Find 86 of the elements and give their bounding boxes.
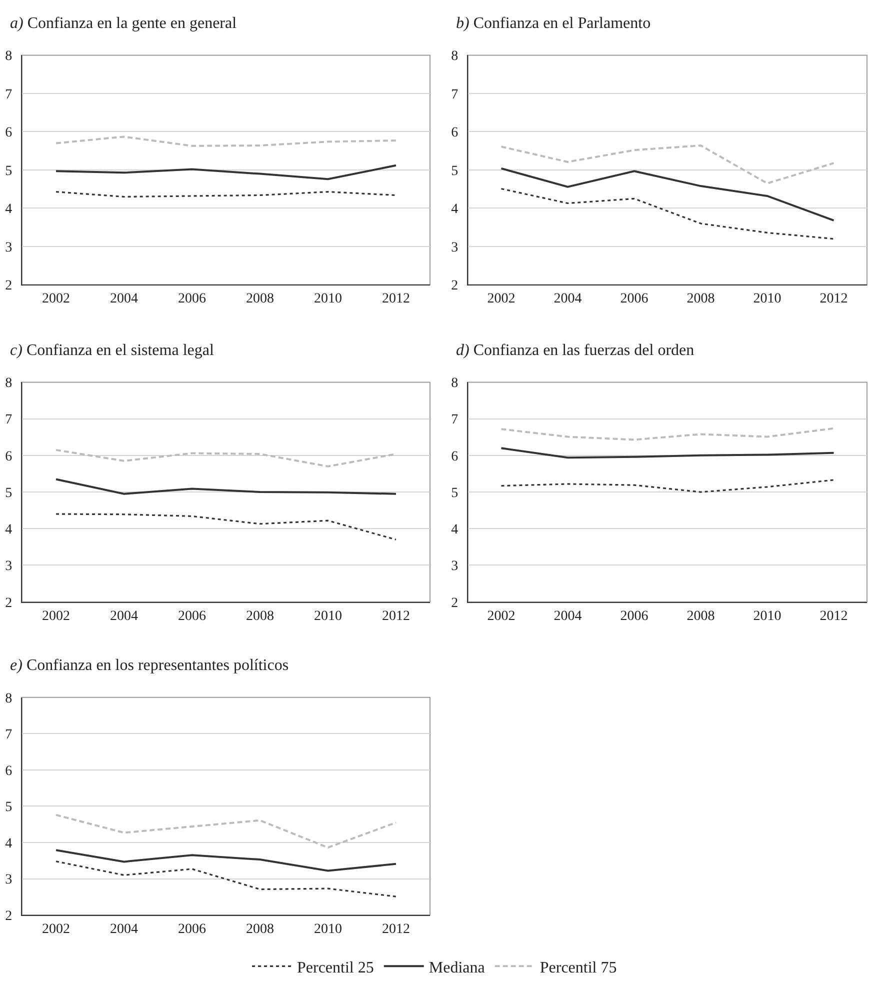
x-tick-label: 2004 bbox=[554, 292, 582, 307]
line-series bbox=[500, 427, 835, 441]
y-tick-label: 7 bbox=[5, 728, 12, 743]
y-tick-label: 4 bbox=[5, 836, 12, 852]
x-tick-label: 2004 bbox=[554, 608, 582, 624]
y-tick-label: 7 bbox=[5, 87, 12, 102]
y-tick-label: 5 bbox=[5, 486, 12, 501]
x-tick-label: 2006 bbox=[178, 292, 206, 307]
line-series bbox=[500, 479, 835, 493]
x-tick-label: 2004 bbox=[110, 292, 138, 307]
y-tick-label: 2 bbox=[451, 596, 458, 611]
x-tick-label: 2012 bbox=[382, 922, 410, 937]
y-tick-label: 6 bbox=[5, 126, 12, 141]
x-tick-label: 2010 bbox=[314, 608, 342, 624]
x-tick-label: 2004 bbox=[110, 608, 138, 624]
x-tick-label: 2006 bbox=[620, 292, 648, 307]
y-tick-label: 3 bbox=[5, 872, 12, 888]
line-series bbox=[500, 447, 835, 459]
y-tick-label: 3 bbox=[451, 559, 458, 574]
y-tick-label: 2 bbox=[5, 908, 12, 924]
x-tick-label: 2002 bbox=[487, 292, 516, 307]
chart-title: e) Confianza en los representantes políticos bbox=[10, 657, 289, 674]
y-tick-label: 7 bbox=[5, 412, 12, 428]
y-tick-label: 8 bbox=[5, 49, 12, 64]
x-tick-label: 2010 bbox=[753, 292, 782, 307]
x-tick-label: 2008 bbox=[246, 292, 274, 307]
x-tick-label: 2002 bbox=[42, 292, 70, 307]
x-tick-label: 2008 bbox=[246, 608, 274, 624]
y-tick-label: 2 bbox=[451, 278, 458, 294]
x-tick-label: 2002 bbox=[487, 608, 516, 624]
y-tick-label: 6 bbox=[5, 764, 12, 779]
y-tick-label: 5 bbox=[451, 486, 458, 501]
chart-title: c) Confianza en el sistema legal bbox=[10, 342, 214, 359]
x-tick-label: 2010 bbox=[314, 922, 342, 937]
y-tick-label: 4 bbox=[451, 522, 458, 538]
y-tick-label: 2 bbox=[5, 596, 12, 611]
line-series bbox=[55, 814, 397, 849]
y-tick-label: 8 bbox=[451, 49, 458, 64]
y-tick-label: 8 bbox=[451, 376, 458, 392]
chart-title: d) Confianza en las fuerzas del orden bbox=[456, 342, 694, 359]
x-tick-label: 2012 bbox=[382, 608, 410, 624]
y-tick-label: 6 bbox=[451, 126, 458, 141]
x-tick-label: 2006 bbox=[620, 608, 648, 624]
x-tick-label: 2004 bbox=[110, 922, 138, 937]
y-tick-label: 3 bbox=[5, 559, 12, 574]
x-tick-label: 2002 bbox=[42, 608, 70, 624]
y-tick-label: 8 bbox=[5, 376, 12, 392]
x-tick-label: 2012 bbox=[820, 292, 848, 307]
y-tick-label: 6 bbox=[5, 449, 12, 464]
y-tick-label: 8 bbox=[5, 691, 12, 706]
y-tick-label: 3 bbox=[451, 240, 458, 256]
line-series bbox=[55, 478, 397, 495]
y-tick-label: 5 bbox=[451, 164, 458, 179]
x-tick-label: 2010 bbox=[314, 292, 342, 307]
chart-title: a) Confianza en la gente en general bbox=[10, 15, 238, 32]
y-tick-label: 3 bbox=[5, 240, 12, 256]
y-tick-label: 6 bbox=[451, 449, 458, 464]
y-tick-label: 4 bbox=[5, 522, 12, 538]
x-tick-label: 2012 bbox=[820, 608, 848, 624]
x-tick-label: 2008 bbox=[246, 922, 274, 937]
line-series bbox=[55, 164, 397, 180]
x-tick-label: 2012 bbox=[382, 292, 410, 307]
line-series bbox=[500, 188, 835, 240]
x-tick-label: 2002 bbox=[42, 922, 70, 937]
y-tick-label: 7 bbox=[451, 412, 458, 428]
line-series bbox=[55, 513, 397, 540]
line-series bbox=[500, 167, 835, 222]
line-series bbox=[500, 144, 835, 184]
x-tick-label: 2006 bbox=[178, 922, 206, 937]
y-tick-label: 2 bbox=[5, 278, 12, 294]
legend-label: Percentil 75 bbox=[540, 959, 617, 976]
y-tick-label: 5 bbox=[5, 800, 12, 816]
legend-label: Percentil 25 bbox=[297, 959, 374, 976]
line-series bbox=[55, 860, 397, 898]
x-tick-label: 2008 bbox=[686, 292, 715, 307]
x-tick-label: 2010 bbox=[753, 608, 782, 624]
y-tick-label: 5 bbox=[5, 164, 12, 179]
y-tick-label: 7 bbox=[451, 87, 458, 102]
x-tick-label: 2006 bbox=[178, 608, 206, 624]
legend-label: Mediana bbox=[428, 959, 485, 976]
y-tick-label: 4 bbox=[451, 202, 458, 218]
x-tick-label: 2008 bbox=[686, 608, 715, 624]
line-series bbox=[55, 136, 397, 147]
y-tick-label: 4 bbox=[5, 202, 12, 218]
line-series bbox=[55, 849, 397, 872]
chart-title: b) Confianza en el Parlamento bbox=[456, 15, 651, 32]
